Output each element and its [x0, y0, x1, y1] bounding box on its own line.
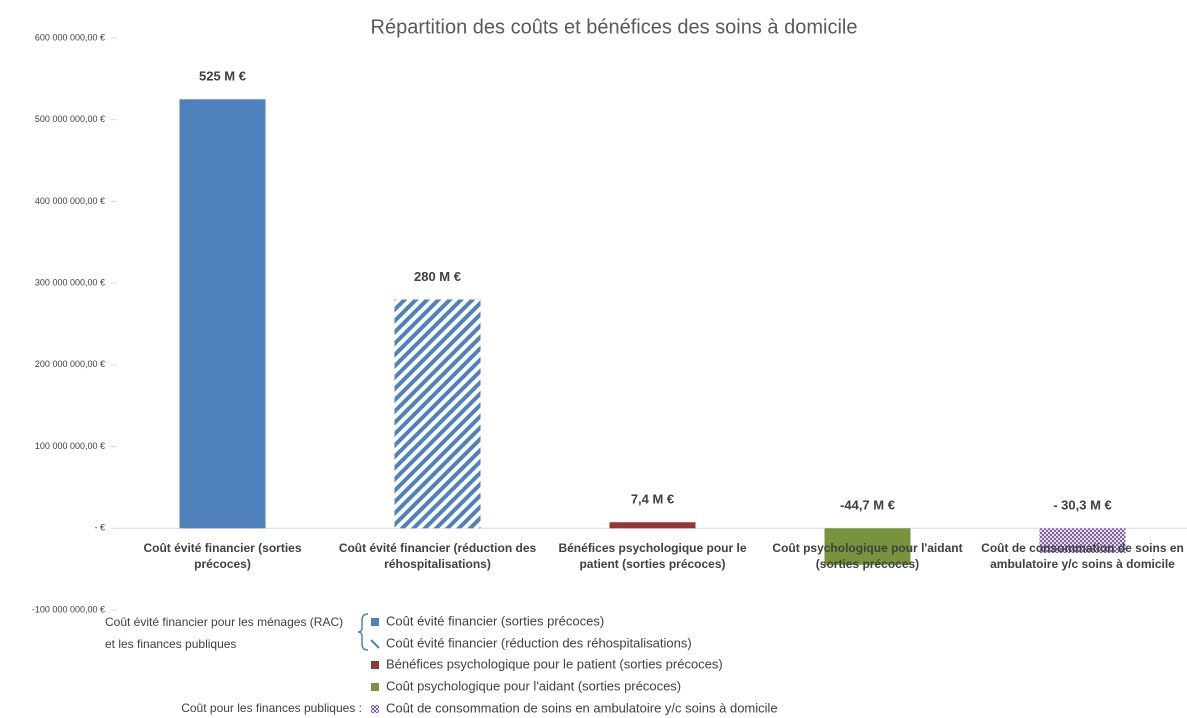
- bar: [394, 299, 481, 529]
- value-label: 280 M €: [414, 269, 461, 284]
- y-tick-label: 200 000 000,00 €: [35, 359, 105, 369]
- bar: [1039, 528, 1126, 554]
- x-tick-label: Bénéfices psychologique pour le patient …: [558, 541, 747, 571]
- legend-brace: [357, 613, 369, 651]
- value-label: 7,4 M €: [631, 492, 674, 507]
- legend-label: Coût de consommation de soins en ambulat…: [386, 700, 778, 715]
- x-tick-label: Coût évité financier (sorties précoces): [143, 541, 302, 571]
- value-label: 525 M €: [199, 69, 246, 84]
- x-tick-label: Coût de consommation de soins en ambulat…: [981, 541, 1184, 571]
- value-label: - 30,3 M €: [1053, 498, 1112, 513]
- y-tick-label: 400 000 000,00 €: [35, 196, 105, 206]
- chart-title: Répartition des coûts et bénéfices des s…: [371, 16, 858, 38]
- x-tick-label: Coût psychologique pour l'aidant (sortie…: [772, 541, 963, 571]
- legend-marker: [370, 639, 380, 649]
- bar: [179, 99, 266, 529]
- bar: [609, 522, 696, 529]
- y-tick-label: 300 000 000,00 €: [35, 278, 105, 288]
- y-tick-label: 600 000 000,00 €: [35, 32, 105, 42]
- legend-label: Coût évité financier (sorties précoces): [386, 613, 604, 628]
- legend-label: Coût psychologique pour l'aidant (sortie…: [386, 678, 681, 693]
- value-label: -44,7 M €: [840, 498, 895, 513]
- legend-marker: [371, 661, 379, 669]
- legend-marker: [371, 618, 379, 626]
- y-tick-label: 100 000 000,00 €: [35, 441, 105, 451]
- legend-marker: [371, 683, 379, 691]
- legend-group-label: Coût évité financier pour les ménages (R…: [105, 615, 344, 651]
- x-tick-label: Coût évité financier (réduction des rého…: [338, 541, 537, 571]
- y-tick-label: 500 000 000,00 €: [35, 114, 105, 124]
- legend-label: Bénéfices psychologique pour le patient …: [386, 656, 723, 671]
- y-tick-label: -100 000 000,00 €: [32, 604, 105, 614]
- legend-group-label: Coût pour les finances publiques :: [181, 701, 362, 715]
- legend-marker: [371, 705, 379, 713]
- legend-label: Coût évité financier (réduction des rého…: [386, 635, 692, 650]
- y-tick-label: - €: [94, 523, 105, 533]
- bar: [824, 528, 911, 565]
